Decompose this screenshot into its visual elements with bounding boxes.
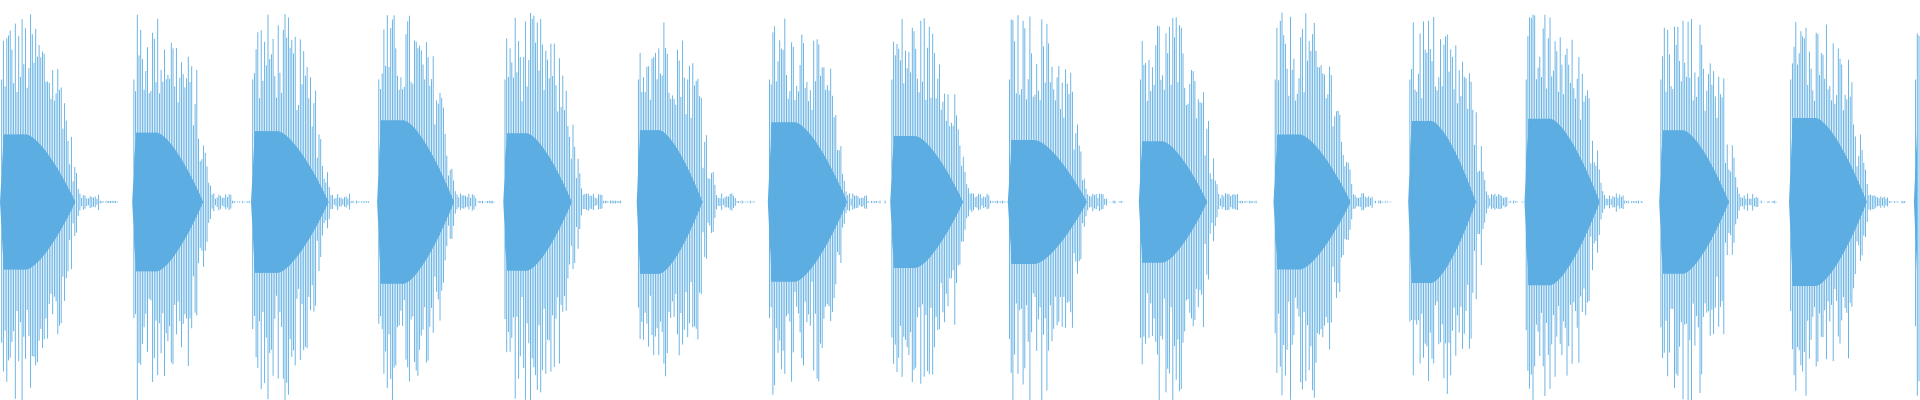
burst bbox=[1659, 18, 1777, 400]
burst bbox=[503, 13, 622, 400]
burst bbox=[1007, 15, 1126, 400]
burst bbox=[767, 18, 886, 395]
burst bbox=[0, 14, 118, 400]
burst bbox=[377, 15, 495, 400]
burst bbox=[132, 14, 250, 400]
burst bbox=[1273, 12, 1392, 400]
burst-core bbox=[890, 136, 964, 268]
burst bbox=[636, 22, 755, 377]
burst bbox=[890, 18, 1008, 384]
burst bbox=[1408, 17, 1526, 394]
burst bbox=[1524, 14, 1643, 400]
burst bbox=[1138, 17, 1257, 400]
burst bbox=[251, 14, 369, 400]
burst bbox=[1789, 22, 1907, 396]
burst bbox=[1913, 33, 1920, 396]
